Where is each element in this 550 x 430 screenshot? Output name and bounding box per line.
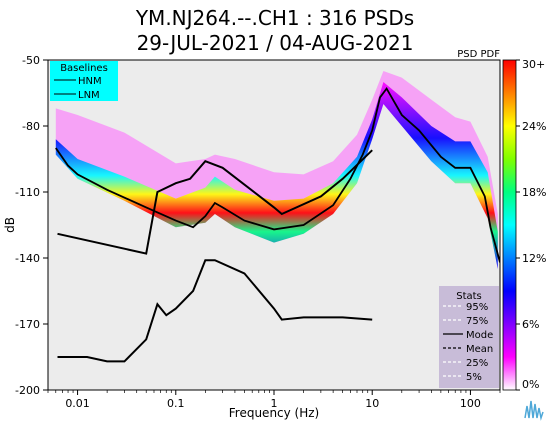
x-tick-label: 0.01 <box>65 397 90 410</box>
lnm-baseline <box>57 259 373 363</box>
x-tick-label: 0.1 <box>167 397 185 410</box>
colorbar-tick-label: 24% <box>522 120 546 133</box>
colorbar-tick-label: 30+ <box>522 58 545 71</box>
data-layer <box>55 71 500 363</box>
chart-subtitle: 29-JUL-2021 / 04-AUG-2021 <box>137 31 414 55</box>
colorbar-ticks: 30+ 24% 18% 12% 6% 0% <box>516 58 546 391</box>
pdf-dense-band <box>55 82 498 269</box>
stats-legend-label: 95% <box>466 302 488 313</box>
x-axis-label: Frequency (Hz) <box>229 406 320 420</box>
stats-legend-box <box>439 286 499 388</box>
chart-title: YM.NJ264.--.CH1 : 316 PSDs <box>135 6 414 30</box>
stats-legend-label: 5% <box>466 372 482 383</box>
stats-legend-label: 25% <box>466 358 488 369</box>
mode-curve <box>55 86 500 263</box>
y-axis-ticks: -50 -80 -110 -140 -170 -200 <box>15 54 48 397</box>
stats-legend-label: Mode <box>466 330 493 341</box>
y-tick-label: -80 <box>22 120 40 133</box>
colorbar-gradient <box>502 59 517 391</box>
colorbar: 30+ 24% 18% 12% 6% 0% <box>502 58 546 391</box>
y-tick-label: -200 <box>15 384 40 397</box>
stats-legend-label: 75% <box>466 316 488 327</box>
baselines-legend-lnm-label: LNM <box>78 90 100 101</box>
y-axis-label: dB <box>3 217 17 233</box>
y-tick-label: -140 <box>15 252 40 265</box>
colorbar-tick-label: 6% <box>522 318 539 331</box>
y-tick-label: -50 <box>22 54 40 67</box>
colorbar-tick-label: 18% <box>522 186 546 199</box>
hnm-baseline <box>57 149 373 255</box>
stats-legend-label: Mean <box>466 344 493 355</box>
x-tick-label: 1 <box>271 397 278 410</box>
pdf-label: PSD PDF <box>457 49 500 60</box>
colorbar-tick-label: 12% <box>522 252 546 265</box>
colorbar-tick-label: 0% <box>522 378 539 391</box>
stats-legend-items: 95% 75% Mode Mean 25% 5% <box>443 302 493 383</box>
baselines-legend: Baselines HNM LNM <box>50 61 118 101</box>
stats-legend: Stats 95% 75% Mode Mean 25% 5% <box>439 286 499 388</box>
x-tick-label: 100 <box>460 397 481 410</box>
y-tick-label: -170 <box>15 318 40 331</box>
stats-legend-title: Stats <box>456 291 482 302</box>
y-tick-label: -110 <box>15 186 40 199</box>
x-axis-ticks: 0.01 0.1 1 10 100 <box>47 390 501 410</box>
logo-icon <box>522 400 546 422</box>
baselines-legend-hnm-label: HNM <box>78 76 102 87</box>
x-tick-label: 10 <box>365 397 379 410</box>
baselines-legend-title: Baselines <box>60 63 108 74</box>
